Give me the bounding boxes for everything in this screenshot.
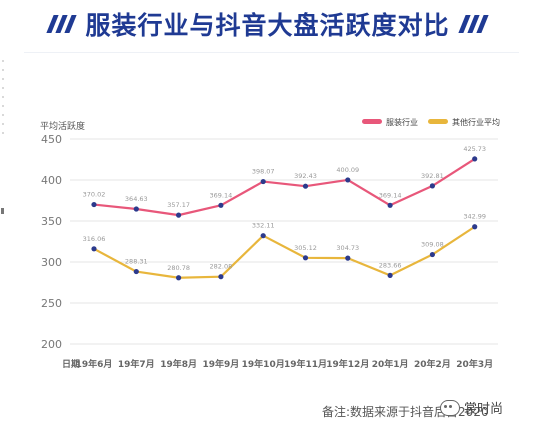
data-label: 342.99 — [463, 213, 486, 221]
data-point — [472, 224, 478, 230]
data-label: 332.11 — [252, 222, 275, 230]
data-label: 280.78 — [167, 264, 190, 272]
x-tick-label: 20年1月 — [372, 358, 409, 370]
y-tick-label: 300 — [41, 256, 62, 269]
data-point — [472, 156, 478, 162]
grid-lines — [70, 138, 498, 345]
series-lines — [91, 156, 478, 281]
data-point — [91, 246, 97, 252]
data-point — [345, 177, 351, 183]
x-tick-label: 20年2月 — [414, 358, 451, 370]
data-point — [387, 272, 393, 278]
data-labels: 370.02 364.63 357.17 369.14 398.07 392.43 400.… — [83, 145, 486, 272]
y-tick-label: 250 — [41, 297, 62, 310]
x-axis-title: 日期 — [62, 358, 80, 370]
left-edge-marker — [1, 208, 4, 214]
x-tick-label: 19年11月 — [284, 358, 327, 370]
x-tick-label: 19年6月 — [76, 358, 113, 370]
data-label: 288.31 — [125, 258, 148, 266]
series-line-0 — [93, 157, 476, 217]
data-point — [176, 212, 182, 218]
data-label: 398.07 — [252, 168, 275, 176]
page-title: 服装行业与抖音大盘活跃度对比 — [85, 11, 450, 40]
y-tick-label: 200 — [41, 338, 62, 351]
data-label: 370.02 — [83, 191, 106, 199]
x-tick-label: 19年7月 — [118, 358, 155, 370]
data-point — [218, 274, 224, 280]
data-label: 392.81 — [421, 172, 444, 180]
data-point — [176, 275, 182, 281]
data-label: 282.08 — [210, 263, 233, 271]
data-label: 305.12 — [294, 244, 317, 252]
data-point — [302, 255, 309, 261]
x-tick-label: 19年9月 — [203, 358, 240, 370]
data-point — [302, 183, 309, 189]
data-label: 283.66 — [379, 261, 402, 269]
y-tick-label: 350 — [41, 215, 62, 228]
data-point — [345, 255, 351, 261]
data-point — [429, 183, 435, 189]
legend-label: 其他行业平均 — [452, 117, 500, 127]
data-point — [387, 202, 393, 208]
x-tick-label: 19年10月 — [242, 358, 285, 370]
data-point — [133, 206, 139, 212]
data-label: 425.73 — [463, 145, 486, 153]
data-label: 357.17 — [167, 201, 190, 209]
data-label: 304.73 — [336, 244, 359, 252]
data-label: 392.43 — [294, 172, 317, 180]
x-tick-label: 19年8月 — [160, 358, 197, 370]
legend: 服装行业 其他行业平均 — [362, 117, 500, 127]
x-tick-label: 19年12月 — [326, 358, 369, 370]
data-label: 364.63 — [125, 195, 148, 203]
x-tick-label: 20年3月 — [456, 358, 493, 370]
data-point — [260, 178, 266, 185]
y-axis-title: 平均活跃度 — [40, 120, 85, 132]
wechat-icon — [440, 399, 460, 416]
y-tick-label: 450 — [41, 133, 62, 146]
y-tick-label: 400 — [41, 174, 62, 187]
data-label: 400.09 — [336, 166, 359, 174]
legend-swatch — [428, 119, 448, 124]
data-point — [429, 251, 435, 258]
watermark: 裳时尚 — [440, 398, 503, 417]
left-edge-dots — [2, 60, 4, 140]
data-label: 369.14 — [379, 191, 402, 199]
legend-label: 服装行业 — [386, 117, 418, 127]
data-label: 369.14 — [210, 191, 233, 199]
series-line-1 — [93, 225, 476, 279]
watermark-text: 裳时尚 — [464, 402, 504, 417]
data-point — [260, 233, 266, 239]
data-point — [133, 268, 139, 275]
data-label: 316.06 — [83, 235, 106, 243]
data-point — [218, 202, 224, 208]
data-point — [91, 201, 97, 208]
title-divider — [24, 52, 519, 53]
data-label: 309.08 — [421, 241, 444, 249]
legend-swatch — [362, 119, 382, 124]
title-band: 服装行业与抖音大盘活跃度对比 — [0, 0, 535, 48]
